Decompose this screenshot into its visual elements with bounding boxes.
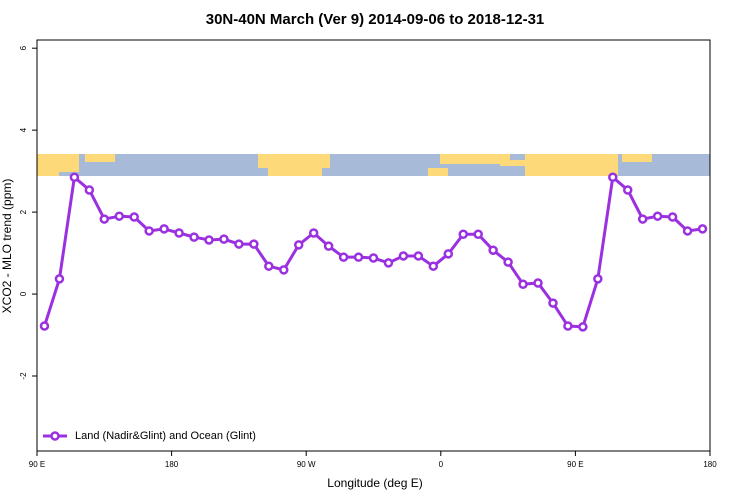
data-point <box>473 229 483 239</box>
data-point <box>234 239 244 249</box>
x-tick-label: 90 W <box>297 460 316 469</box>
x-tick-label: 90 E <box>29 460 45 469</box>
map-strip <box>37 154 710 176</box>
data-point <box>144 226 154 236</box>
data-point <box>338 252 349 262</box>
data-point <box>353 252 364 262</box>
data-point <box>114 211 125 221</box>
data-point <box>622 185 633 195</box>
data-point <box>413 251 424 261</box>
data-point <box>323 241 334 251</box>
data-point <box>219 234 229 244</box>
data-point <box>503 257 513 267</box>
data-point <box>293 240 304 250</box>
data-point <box>129 212 139 222</box>
data-point <box>69 172 80 183</box>
data-point <box>279 265 289 275</box>
y-tick-label: 6 <box>19 45 28 50</box>
x-axis-label: Longitude (deg E) <box>327 476 422 490</box>
data-point <box>608 172 618 183</box>
data-point <box>39 321 50 331</box>
chart-title: 30N-40N March (Ver 9) 2014-09-06 to 2018… <box>206 11 545 28</box>
data-point <box>204 235 214 245</box>
x-tick-label: 90 E <box>567 460 583 469</box>
data-point <box>682 226 693 236</box>
x-tick-label: 180 <box>703 460 717 469</box>
data-point <box>637 214 648 224</box>
legend-marker <box>50 431 60 441</box>
data-point <box>249 239 259 249</box>
x-tick-label: 0 <box>439 460 444 469</box>
y-tick-label: 0 <box>19 291 28 296</box>
data-point <box>264 261 274 271</box>
data-point <box>383 258 394 268</box>
data-point <box>174 228 184 238</box>
data-point <box>54 274 65 284</box>
data-point <box>99 214 110 224</box>
data-point <box>652 211 663 221</box>
data-point <box>563 321 573 331</box>
y-tick-label: -2 <box>19 372 28 380</box>
data-point <box>548 298 558 308</box>
data-point <box>578 322 588 332</box>
y-tick-label: 2 <box>19 209 28 214</box>
data-point <box>533 278 543 288</box>
data-point <box>667 212 678 222</box>
legend-label: Land (Nadir&Glint) and Ocean (Glint) <box>75 430 256 442</box>
data-point <box>189 232 199 242</box>
data-point <box>159 224 169 234</box>
data-point <box>398 251 409 261</box>
data-point <box>308 228 319 238</box>
data-point <box>488 245 498 255</box>
y-tick-label: 4 <box>19 127 28 132</box>
data-point <box>428 261 439 271</box>
data-point <box>697 224 708 234</box>
y-axis-label: XCO2 - MLO trend (ppm) <box>0 179 14 314</box>
data-point <box>458 229 468 239</box>
data-point <box>518 279 528 289</box>
data-point <box>443 249 454 259</box>
data-point <box>368 253 379 263</box>
plot-frame <box>36 39 711 452</box>
data-point <box>84 185 95 195</box>
series-line <box>43 174 703 329</box>
data-point <box>593 274 603 284</box>
x-tick-label: 180 <box>165 460 179 469</box>
